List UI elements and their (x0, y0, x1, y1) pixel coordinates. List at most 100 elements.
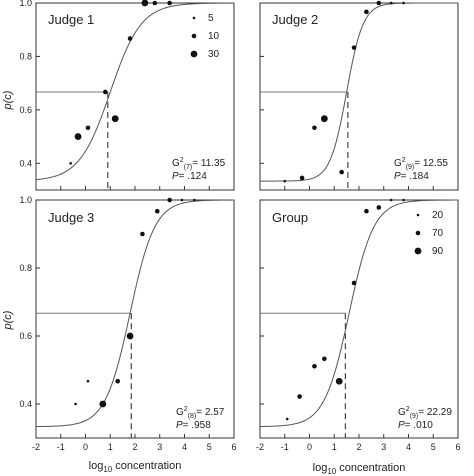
legend-marker (415, 230, 421, 236)
x-tick-label: 2 (356, 442, 361, 452)
g2-sup: 2 (402, 157, 406, 164)
data-point (180, 198, 184, 202)
data-point (140, 231, 145, 237)
panel-frame (259, 199, 459, 439)
x-tick-label: 5 (431, 442, 436, 452)
axis-ticks: -2 -1 0 1 2 3 4 5 6 (256, 199, 461, 452)
g2-statistic: G2(9)= 22.29 (398, 406, 452, 420)
g2-statistic: G2(7)= 11.35 (172, 157, 226, 171)
legend-marker (416, 213, 420, 217)
data-point (320, 115, 328, 123)
data-point (322, 356, 327, 362)
x-tick-label: 1 (108, 442, 113, 452)
y-tick-label: 0.8 (19, 263, 32, 273)
p-statistic: P= .010 (398, 420, 433, 431)
x-tick-label: 3 (157, 442, 162, 452)
fit-curve (35, 199, 235, 428)
legend-label: 5 (208, 13, 214, 24)
panel-title: Judge 3 (48, 210, 94, 225)
data-point (312, 125, 317, 131)
x-tick-label: 0 (307, 442, 312, 452)
data-point (389, 1, 393, 5)
panel-judge-3: -2 -1 0 1 2 3 4 5 60.40.60.81.0 Judge 3 G2(8)= 2… (19, 195, 236, 452)
x-tick-label: 3 (381, 442, 386, 452)
legend-marker (190, 50, 198, 58)
legend-label: 20 (432, 210, 444, 221)
data-point (364, 208, 369, 214)
g2-df: (9) (410, 413, 419, 420)
x-axis-label-left: log10 concentration (89, 460, 182, 474)
data-point (335, 377, 343, 385)
p-value: = .184 (401, 171, 430, 182)
y-axis-label-top: p(c) (2, 90, 14, 110)
g2-df: (8) (188, 413, 197, 420)
g2-base: G (394, 158, 402, 169)
g2-sup: 2 (180, 157, 184, 164)
data-point (299, 175, 305, 181)
x-tick-label: 6 (455, 442, 460, 452)
data-point (402, 198, 405, 202)
g2-df: (9) (406, 164, 415, 171)
p-label: P (398, 420, 405, 431)
g2-statistic: G2(9)= 12.55 (394, 157, 448, 171)
g2-statistic: G2(8)= 2.57 (176, 406, 225, 420)
x-axis-label-right: log10 concentration (313, 462, 406, 476)
y-tick-label: 0.8 (19, 51, 32, 61)
data-point (141, 0, 149, 7)
g2-value: = 22.29 (418, 407, 452, 418)
legend-label: 10 (208, 31, 220, 42)
legend-marker (414, 247, 422, 255)
g2-base: G (398, 407, 406, 418)
fit-curve (259, 199, 459, 427)
y-tick-label: 0.6 (19, 331, 32, 341)
data-point (285, 417, 289, 421)
y-tick-label: 1.0 (19, 195, 32, 205)
data-point (167, 197, 172, 203)
data-point (152, 0, 158, 6)
fit-curve (260, 2, 458, 182)
x-tick-label: -2 (256, 442, 264, 452)
data-point (283, 179, 287, 183)
data-point (127, 36, 133, 41)
x-tick-label: 1 (332, 442, 337, 452)
plot-area (260, 0, 458, 190)
x-tick-label: 6 (231, 442, 236, 452)
data-point (351, 45, 357, 50)
panel-frame (35, 199, 235, 439)
x-tick-label: -1 (57, 442, 65, 452)
data-point (85, 125, 91, 131)
legend: 5 10 30 (190, 13, 220, 60)
data-point (339, 169, 344, 175)
data-point (402, 1, 405, 5)
plot-area (35, 0, 235, 190)
g2-value: = 2.57 (196, 407, 225, 418)
y-tick-label: 0.6 (19, 105, 32, 115)
x-tick-label: 2 (132, 442, 137, 452)
legend-label: 90 (432, 246, 444, 257)
g2-df: (7) (184, 164, 193, 171)
panel-title: Judge 2 (272, 12, 318, 27)
y-axis-label-bottom: p(c) (2, 310, 14, 330)
p-statistic: P= .124 (172, 171, 207, 182)
g2-value: = 12.55 (414, 158, 448, 169)
data-point (193, 198, 196, 202)
plot-area (259, 198, 459, 438)
legend-marker (191, 33, 197, 39)
p-label: P (394, 171, 401, 182)
data-point (74, 133, 82, 140)
y-tick-label: 1.0 (19, 0, 32, 8)
data-point (376, 205, 382, 210)
panel-judge-2: Judge 2 G2(9)= 12.55 P= .184 (259, 0, 459, 191)
p-label: P (176, 420, 183, 431)
data-point (99, 400, 107, 408)
p-value: = .010 (405, 420, 434, 431)
data-point (103, 89, 108, 95)
p-statistic: P= .958 (176, 420, 211, 431)
x-label-base: log (313, 462, 328, 474)
data-point (69, 161, 72, 165)
p-statistic: P= .184 (394, 171, 429, 182)
data-point (126, 332, 134, 340)
p-value: = .958 (183, 420, 212, 431)
data-point (297, 394, 302, 399)
